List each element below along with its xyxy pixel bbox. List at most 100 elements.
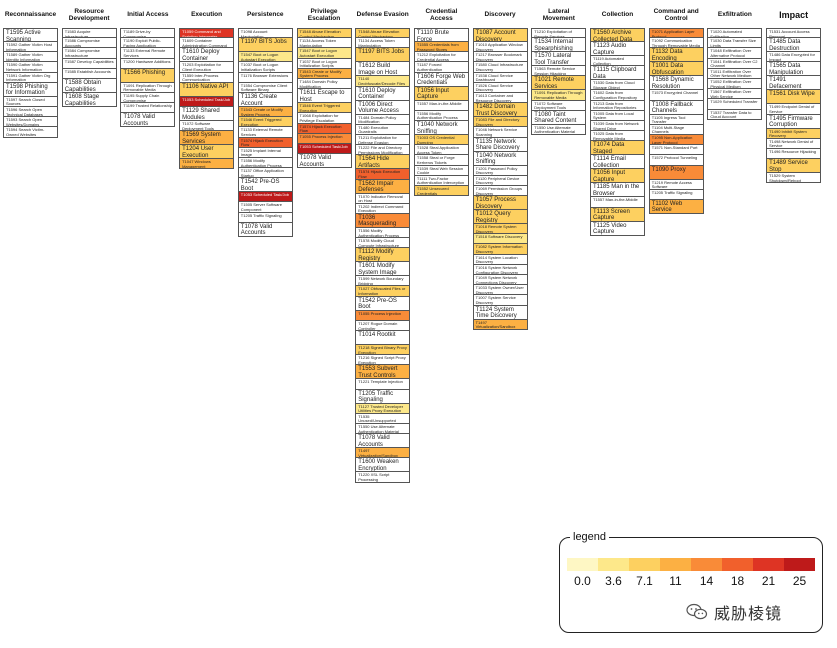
technique-cell[interactable]: T1008 Fallback Channels [648,100,704,115]
technique-cell[interactable]: T1556 Modify Authentication Process [413,110,469,121]
technique-cell[interactable]: T1490 Inhibit System Recovery [766,128,822,139]
technique-cell[interactable]: T1056 Input Capture [413,86,469,101]
technique-cell[interactable]: T1587 Develop Capabilities [61,58,117,69]
technique-cell[interactable]: T1555 Credentials from Password Stores [413,42,469,53]
technique-cell[interactable]: T1486 Data Encrypted for Impact [766,52,822,63]
technique-cell[interactable]: T1197 BITS Jobs [237,38,293,53]
technique-cell[interactable]: T1595 Active Scanning [3,28,58,42]
technique-cell[interactable]: T1599 Network Boundary Bridging [355,276,411,287]
technique-cell[interactable]: T1205 Traffic Signaling [648,189,704,200]
technique-cell[interactable]: T1613 Container and Resource Discovery [472,92,528,104]
technique-cell[interactable]: T1563 Remote Service Session Hijacking [531,66,587,77]
technique-cell[interactable]: T1134 Access Token Manipulation [355,38,411,49]
technique-cell[interactable]: T1068 Exploitation for Privilege Escalat… [296,113,352,124]
technique-cell[interactable]: T1041 Exfiltration Over C2 Channel [707,58,763,69]
technique-cell[interactable]: T1526 Cloud Service Discovery [472,82,528,93]
technique-cell[interactable]: T1559 Inter-Process Communication [179,72,235,83]
technique-cell[interactable]: T1606 Forge Web Credentials [413,72,469,87]
technique-cell[interactable]: T1123 Audio Capture [590,42,645,56]
technique-cell[interactable]: T1546 Event Triggered Execution [237,117,293,128]
technique-cell[interactable]: T1074 Data Staged [590,141,645,156]
technique-cell[interactable]: T1098 Account Manipulation [237,28,293,39]
technique-cell[interactable]: T1057 Process Discovery [472,196,528,211]
technique-cell[interactable]: T1561 Disk Wipe [766,90,822,105]
technique-cell[interactable]: T1012 Query Registry [472,210,528,225]
technique-cell[interactable]: T1600 Weaken Encryption [355,458,411,473]
technique-cell[interactable]: T1069 Permission Groups Discovery [472,185,528,197]
technique-cell[interactable]: T1535 Unused/Unsupported Cloud Regions [355,413,411,424]
technique-cell[interactable]: T1199 Trusted Relationship [120,103,176,114]
technique-cell[interactable]: T1005 Data from Local System [590,110,645,121]
technique-cell[interactable]: T1092 Communication Through Removable Me… [648,38,704,49]
technique-cell[interactable]: T1046 Network Service Scanning [472,127,528,138]
technique-cell[interactable]: T1557 Man-in-the-Middle [590,197,645,208]
technique-cell[interactable]: T1489 Service Stop [766,159,822,174]
technique-cell[interactable]: T1594 Search Victim-Owned Websites [3,127,58,138]
technique-cell[interactable]: T1591 Gather Victim Org Information [3,72,58,83]
technique-cell[interactable]: T1137 Office Application Startup [237,168,293,179]
technique-cell[interactable]: T1213 Data from Information Repositories [590,100,645,111]
technique-cell[interactable]: T1543 Create or Modify System Process [237,106,293,118]
technique-cell[interactable]: T1080 Taint Shared Content [531,110,587,125]
technique-cell[interactable]: T1119 Automated Collection [590,56,645,67]
technique-cell[interactable]: T1053 Scheduled Task/Job [179,96,235,107]
technique-cell[interactable]: T1189 Drive-by Compromise [120,28,176,39]
technique-cell[interactable]: T1571 Non-Standard Port [648,145,704,156]
technique-cell[interactable]: T1518 Software Discovery [472,234,528,245]
technique-cell[interactable]: T1538 Cloud Service Dashboard [472,72,528,83]
technique-cell[interactable]: T1211 Exploitation for Defense Evasion [355,134,411,146]
technique-cell[interactable]: T1135 Network Share Discovery [472,137,528,152]
technique-cell[interactable]: T1498 Network Denial of Service [766,138,822,149]
technique-cell[interactable]: T1601 Modify System Image [355,262,411,277]
technique-cell[interactable]: T1484 Domain Policy Modification [296,78,352,90]
technique-cell[interactable]: T1052 Exfiltration Over Physical Medium [707,78,763,90]
technique-cell[interactable]: T1036 Masquerading [355,213,411,228]
technique-cell[interactable]: T1566 Phishing [120,68,176,83]
technique-cell[interactable]: T1006 Direct Volume Access [355,100,411,115]
technique-cell[interactable]: T1528 Steal Application Access Token [413,145,469,156]
technique-cell[interactable]: T1548 Abuse Elevation Control Mechanism [355,28,411,39]
technique-cell[interactable]: T1205 Traffic Signaling [237,212,293,223]
technique-cell[interactable]: T1124 System Time Discovery [472,305,528,320]
technique-cell[interactable]: T1018 Remote System Discovery [472,224,528,235]
technique-cell[interactable]: T1564 Hide Artifacts [355,155,411,170]
technique-cell[interactable]: T1003 OS Credential Dumping [413,134,469,146]
technique-cell[interactable]: T1543 Create or Modify System Process [296,68,352,79]
technique-cell[interactable]: T1190 Exploit Public-Facing Application [120,38,176,49]
technique-cell[interactable]: T1047 Windows Management Instrumentation [179,159,235,170]
technique-cell[interactable]: T1112 Modify Registry [355,248,411,263]
technique-cell[interactable]: T1570 Lateral Tool Transfer [531,52,587,67]
technique-cell[interactable]: T1222 File and Directory Permissions Mod… [355,145,411,156]
technique-cell[interactable]: T1484 Domain Policy Modification [355,114,411,125]
technique-cell[interactable]: T1091 Replication Through Removable Medi… [120,82,176,93]
technique-cell[interactable]: T1011 Exfiltration Over Other Network Me… [707,68,763,79]
technique-cell[interactable]: T1212 Exploitation for Credential Access [413,52,469,63]
technique-cell[interactable]: T1216 Signed Script Proxy Execution [355,355,411,366]
technique-cell[interactable]: T1048 Exfiltration Over Alternative Prot… [707,48,763,59]
technique-cell[interactable]: T1133 External Remote Services [120,48,176,59]
technique-cell[interactable]: T1056 Input Capture [590,169,645,184]
technique-cell[interactable]: T1529 System Shutdown/Reboot [766,173,822,184]
technique-cell[interactable]: T1558 Steal or Forge Kerberos Tickets [413,155,469,166]
technique-cell[interactable]: T1562 Impair Defenses [355,179,411,194]
technique-cell[interactable]: T1542 Pre-OS Boot [237,178,293,193]
technique-cell[interactable]: T1113 Screen Capture [590,207,645,222]
technique-cell[interactable]: T1495 Firmware Corruption [766,114,822,129]
technique-cell[interactable]: T1542 Pre-OS Boot [355,296,411,311]
technique-cell[interactable]: T1125 Video Capture [590,221,645,236]
technique-cell[interactable]: T1553 Subvert Trust Controls [355,365,411,380]
technique-cell[interactable]: T1027 Obfuscated Files or Information [355,286,411,297]
technique-cell[interactable]: T1221 Template Injection [355,379,411,390]
technique-cell[interactable]: T1611 Escape to Host [296,89,352,104]
technique-cell[interactable]: T1132 Data Encoding [648,48,704,63]
technique-cell[interactable]: T1584 Compromise Infrastructure [61,48,117,59]
technique-cell[interactable]: T1583 Acquire Infrastructure [61,28,117,39]
technique-cell[interactable]: T1033 System Owner/User Discovery [472,285,528,296]
technique-cell[interactable]: T1120 Peripheral Device Discovery [472,175,528,186]
technique-cell[interactable]: T1114 Email Collection [590,155,645,170]
technique-cell[interactable]: T1202 Indirect Command Execution [355,203,411,214]
technique-cell[interactable]: T1557 Man-in-the-Middle [413,100,469,111]
technique-cell[interactable]: T1592 Gather Victim Host Information [3,42,58,53]
technique-cell[interactable]: T1095 Non-Application Layer Protocol [648,134,704,146]
technique-cell[interactable]: T1205 Traffic Signaling [355,389,411,404]
